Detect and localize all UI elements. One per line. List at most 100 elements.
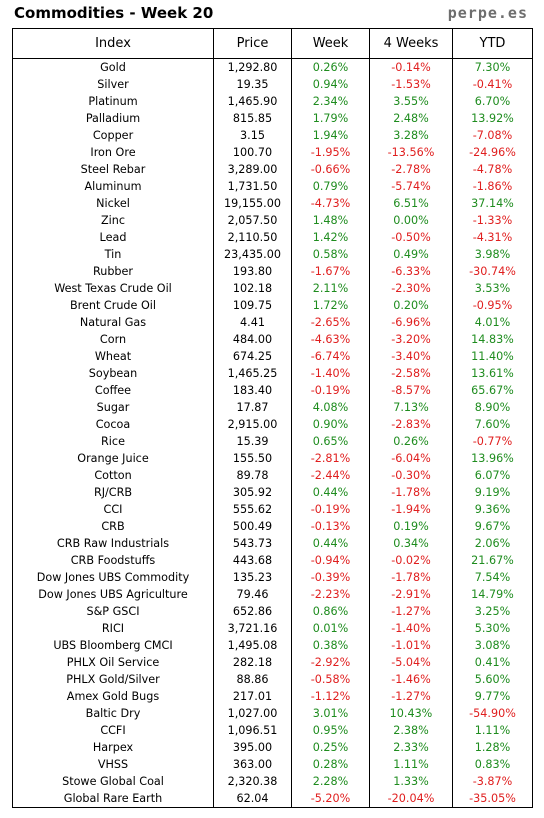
cell-4-weeks-change: 0.00% (369, 212, 453, 229)
cell-price: 2,057.50 (213, 212, 292, 229)
cell-week-change: 0.79% (291, 178, 370, 195)
cell-index: West Texas Crude Oil (12, 280, 214, 297)
cell-4-weeks-change: -2.58% (369, 365, 453, 382)
cell-week-change: -5.20% (291, 790, 370, 808)
table-row: Nickel 19,155.00 -4.73% 6.51% 37.14% (12, 195, 533, 212)
cell-price: 3,289.00 (213, 161, 292, 178)
cell-price: 135.23 (213, 569, 292, 586)
cell-week-change: 0.44% (291, 535, 370, 552)
cell-price: 3.15 (213, 127, 292, 144)
cell-4-weeks-change: 3.55% (369, 93, 453, 110)
column-header-index: Index (12, 28, 214, 59)
table-row: PHLX Gold/Silver 88.86 -0.58% -1.46% 5.60% (12, 671, 533, 688)
cell-week-change: 0.26% (291, 58, 370, 76)
cell-price: 100.70 (213, 144, 292, 161)
cell-4-weeks-change: 2.33% (369, 739, 453, 756)
cell-ytd-change: -0.95% (452, 297, 533, 314)
cell-price: 17.87 (213, 399, 292, 416)
cell-week-change: -0.58% (291, 671, 370, 688)
cell-week-change: -1.67% (291, 263, 370, 280)
table-row: Baltic Dry 1,027.00 3.01% 10.43% -54.90% (12, 705, 533, 722)
cell-week-change: -0.19% (291, 382, 370, 399)
cell-4-weeks-change: 3.28% (369, 127, 453, 144)
table-row: CRB Raw Industrials 543.73 0.44% 0.34% 2.06% (12, 535, 533, 552)
cell-ytd-change: 3.25% (452, 603, 533, 620)
cell-ytd-change: -3.87% (452, 773, 533, 790)
cell-price: 674.25 (213, 348, 292, 365)
cell-price: 193.80 (213, 263, 292, 280)
cell-week-change: -6.74% (291, 348, 370, 365)
cell-index: Sugar (12, 399, 214, 416)
table-row: Coffee 183.40 -0.19% -8.57% 65.67% (12, 382, 533, 399)
table-row: PHLX Oil Service 282.18 -2.92% -5.04% 0.41% (12, 654, 533, 671)
cell-price: 543.73 (213, 535, 292, 552)
cell-4-weeks-change: -1.78% (369, 484, 453, 501)
cell-4-weeks-change: 7.13% (369, 399, 453, 416)
table-row: Harpex 395.00 0.25% 2.33% 1.28% (12, 739, 533, 756)
table-row: S&P GSCI 652.86 0.86% -1.27% 3.25% (12, 603, 533, 620)
cell-ytd-change: 3.53% (452, 280, 533, 297)
cell-week-change: 0.90% (291, 416, 370, 433)
cell-index: CRB (12, 518, 214, 535)
cell-ytd-change: -54.90% (452, 705, 533, 722)
brand-logo-text: perpe.es (447, 4, 528, 22)
cell-4-weeks-change: -1.27% (369, 603, 453, 620)
cell-ytd-change: 2.06% (452, 535, 533, 552)
cell-4-weeks-change: 0.49% (369, 246, 453, 263)
cell-4-weeks-change: -2.83% (369, 416, 453, 433)
cell-price: 555.62 (213, 501, 292, 518)
cell-ytd-change: 14.79% (452, 586, 533, 603)
cell-week-change: -1.95% (291, 144, 370, 161)
cell-index: Natural Gas (12, 314, 214, 331)
cell-ytd-change: 65.67% (452, 382, 533, 399)
page-title: Commodities - Week 20 (14, 4, 214, 22)
cell-week-change: -0.39% (291, 569, 370, 586)
table-row: Corn 484.00 -4.63% -3.20% 14.83% (12, 331, 533, 348)
cell-4-weeks-change: -1.78% (369, 569, 453, 586)
table-row: CRB 500.49 -0.13% 0.19% 9.67% (12, 518, 533, 535)
cell-index: PHLX Oil Service (12, 654, 214, 671)
cell-index: PHLX Gold/Silver (12, 671, 214, 688)
cell-index: S&P GSCI (12, 603, 214, 620)
cell-ytd-change: 0.41% (452, 654, 533, 671)
cell-index: VHSS (12, 756, 214, 773)
cell-ytd-change: 6.07% (452, 467, 533, 484)
cell-week-change: -0.94% (291, 552, 370, 569)
cell-price: 1,096.51 (213, 722, 292, 739)
cell-week-change: 0.94% (291, 76, 370, 93)
column-header-ytd: YTD (452, 28, 533, 59)
table-row: Palladium 815.85 1.79% 2.48% 13.92% (12, 110, 533, 127)
cell-week-change: 0.58% (291, 246, 370, 263)
table-row: RICI 3,721.16 0.01% -1.40% 5.30% (12, 620, 533, 637)
cell-price: 305.92 (213, 484, 292, 501)
table-header-row: Index Price Week 4 Weeks YTD (12, 28, 533, 59)
cell-ytd-change: 13.96% (452, 450, 533, 467)
table-row: UBS Bloomberg CMCI 1,495.08 0.38% -1.01% 3.0… (12, 637, 533, 654)
cell-4-weeks-change: -1.53% (369, 76, 453, 93)
cell-index: Zinc (12, 212, 214, 229)
table-row: CCFI 1,096.51 0.95% 2.38% 1.11% (12, 722, 533, 739)
cell-week-change: -2.65% (291, 314, 370, 331)
cell-price: 282.18 (213, 654, 292, 671)
cell-ytd-change: 3.08% (452, 637, 533, 654)
cell-price: 2,915.00 (213, 416, 292, 433)
cell-ytd-change: 6.70% (452, 93, 533, 110)
cell-index: Iron Ore (12, 144, 214, 161)
cell-ytd-change: 9.19% (452, 484, 533, 501)
table-row: RJ/CRB 305.92 0.44% -1.78% 9.19% (12, 484, 533, 501)
cell-4-weeks-change: -1.01% (369, 637, 453, 654)
cell-4-weeks-change: 0.20% (369, 297, 453, 314)
cell-ytd-change: 8.90% (452, 399, 533, 416)
cell-week-change: 1.94% (291, 127, 370, 144)
cell-4-weeks-change: -1.94% (369, 501, 453, 518)
cell-week-change: 0.44% (291, 484, 370, 501)
cell-price: 484.00 (213, 331, 292, 348)
cell-index: CCFI (12, 722, 214, 739)
cell-price: 1,465.25 (213, 365, 292, 382)
cell-index: Nickel (12, 195, 214, 212)
cell-price: 217.01 (213, 688, 292, 705)
cell-4-weeks-change: 1.11% (369, 756, 453, 773)
cell-price: 89.78 (213, 467, 292, 484)
cell-index: Global Rare Earth (12, 790, 214, 808)
table-row: Soybean 1,465.25 -1.40% -2.58% 13.61% (12, 365, 533, 382)
